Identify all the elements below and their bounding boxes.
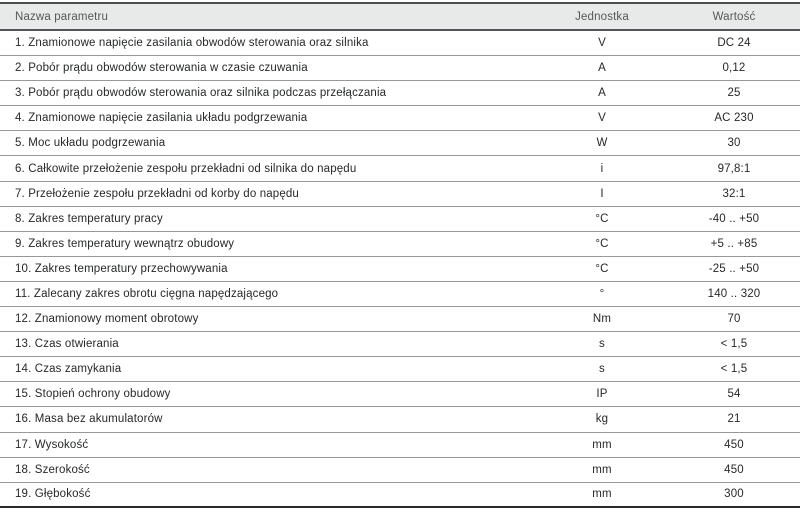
value-cell: 97,8:1 (717, 162, 751, 175)
value-cell: 54 (727, 388, 741, 401)
value-cell: < 1,5 (720, 363, 748, 376)
table-body: 1. Znamionowe napięcie zasilania obwodów… (0, 31, 800, 508)
unit-cell: mm (592, 488, 612, 501)
table-row: 5. Moc układu podgrzewania W 30 (0, 131, 800, 157)
parameter-name-cell: 1. Znamionowe napięcie zasilania obwodów… (15, 37, 369, 50)
value-cell: 450 (724, 438, 744, 451)
parameter-name-cell: 11. Zalecany zakres obrotu cięgna napędz… (15, 287, 279, 300)
value-cell: 25 (727, 87, 741, 100)
column-header-name: Nazwa parametru (15, 10, 109, 23)
unit-cell: kg (595, 413, 609, 426)
table-row: 7. Przełożenie zespołu przekładni od kor… (0, 182, 800, 207)
value-cell: +5 .. +85 (710, 237, 758, 250)
value-cell: 140 .. 320 (707, 287, 761, 300)
value-cell: < 1,5 (720, 338, 748, 351)
parameter-name-cell: 2. Pobór prądu obwodów sterowania w czas… (15, 62, 308, 75)
parameter-name-cell: 6. Całkowite przełożenie zespołu przekła… (15, 162, 357, 175)
unit-cell: Nm (592, 313, 612, 326)
table-row: 17. Wysokość mm 450 (0, 433, 800, 458)
column-header-value: Wartość (712, 10, 756, 23)
unit-cell: °C (595, 262, 609, 275)
value-cell: 0,12 (722, 62, 746, 75)
unit-cell: mm (592, 438, 612, 451)
parameter-name-cell: 19. Głębokość (15, 488, 91, 501)
unit-cell: V (598, 37, 606, 50)
parameter-name-cell: 13. Czas otwierania (15, 338, 119, 351)
parameter-name-cell: 9. Zakres temperatury wewnątrz obudowy (15, 237, 235, 250)
value-cell: 300 (724, 488, 744, 501)
table-row: 14. Czas zamykania s < 1,5 (0, 357, 800, 383)
table-row: 16. Masa bez akumulatorów kg 21 (0, 407, 800, 433)
table-row: 6. Całkowite przełożenie zespołu przekła… (0, 156, 800, 182)
value-cell: 21 (727, 413, 741, 426)
unit-cell: mm (592, 463, 612, 476)
column-header-unit: Jednostka (575, 10, 629, 23)
unit-cell: s (599, 338, 605, 351)
unit-cell: A (598, 87, 606, 100)
unit-cell: s (599, 363, 605, 376)
table-row: 10. Zakres temperatury przechowywania °C -… (0, 257, 800, 282)
unit-cell: W (596, 137, 608, 150)
parameter-name-cell: 16. Masa bez akumulatorów (15, 413, 163, 426)
value-cell: AC 230 (714, 112, 754, 125)
value-cell: 32:1 (722, 187, 746, 200)
value-cell: 70 (727, 313, 741, 326)
unit-cell: A (598, 62, 606, 75)
unit-cell: ° (599, 287, 605, 300)
unit-cell: i (600, 162, 604, 175)
parameter-name-cell: 7. Przełożenie zespołu przekładni od kor… (15, 187, 299, 200)
value-cell: DC 24 (717, 37, 751, 50)
value-cell: 450 (724, 463, 744, 476)
value-cell: -40 .. +50 (708, 212, 760, 225)
table-row: 19. Głębokość mm 300 (0, 483, 800, 508)
table-row: 9. Zakres temperatury wewnątrz obudowy °C… (0, 232, 800, 257)
parameter-name-cell: 4. Znamionowe napięcie zasilania układu … (15, 112, 308, 125)
value-cell: -25 .. +50 (708, 262, 760, 275)
value-cell: 30 (727, 137, 741, 150)
parameter-name-cell: 3. Pobór prądu obwodów sterowania oraz s… (15, 87, 387, 100)
parameter-name-cell: 17. Wysokość (15, 438, 89, 451)
table-row: 1. Znamionowe napięcie zasilania obwodów… (0, 31, 800, 57)
table-row: 11. Zalecany zakres obrotu cięgna napędz… (0, 282, 800, 308)
parameter-name-cell: 15. Stopień ochrony obudowy (15, 388, 171, 401)
table-row: 2. Pobór prądu obwodów sterowania w czas… (0, 56, 800, 82)
parameter-name-cell: 5. Moc układu podgrzewania (15, 137, 166, 150)
table-row: 18. Szerokość mm 450 (0, 458, 800, 483)
parameter-name-cell: 14. Czas zamykania (15, 363, 122, 376)
table-row: 3. Pobór prądu obwodów sterowania oraz s… (0, 81, 800, 107)
table-row: 13. Czas otwierania s < 1,5 (0, 332, 800, 358)
parameter-name-cell: 8. Zakres temperatury pracy (15, 212, 163, 225)
unit-cell: °C (595, 212, 609, 225)
table-row: 4. Znamionowe napięcie zasilania układu … (0, 106, 800, 132)
unit-cell: °C (595, 237, 609, 250)
parameter-name-cell: 12. Znamionowy moment obrotowy (15, 313, 199, 326)
unit-cell: I (600, 187, 604, 200)
parameter-name-cell: 10. Zakres temperatury przechowywania (15, 262, 228, 275)
table-row: 8. Zakres temperatury pracy °C -40 .. +50 (0, 207, 800, 232)
table-row: 12. Znamionowy moment obrotowy Nm 70 (0, 307, 800, 333)
unit-cell: IP (596, 388, 608, 401)
table-header-row: Nazwa parametru Jednostka Wartość (0, 4, 800, 31)
parameter-name-cell: 18. Szerokość (15, 463, 90, 476)
table-row: 15. Stopień ochrony obudowy IP 54 (0, 382, 800, 408)
unit-cell: V (598, 112, 606, 125)
